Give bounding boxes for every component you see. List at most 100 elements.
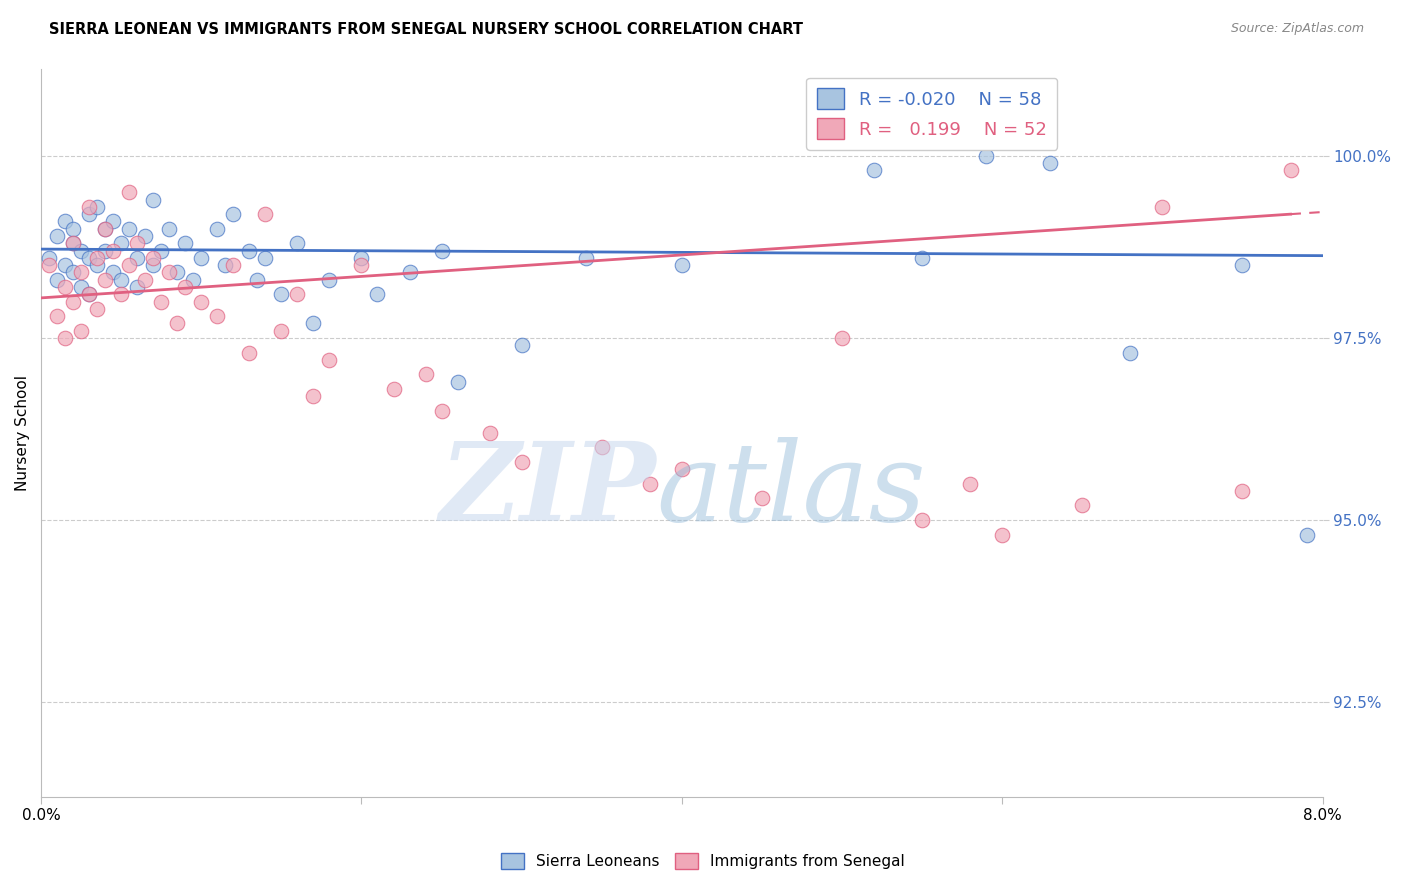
Y-axis label: Nursery School: Nursery School [15,375,30,491]
Point [510,338,533,352]
Point [302,317,325,331]
Point [46,309,69,323]
Point [142,258,165,272]
Point [53,214,76,228]
Point [190,294,212,309]
Point [127,236,149,251]
Point [1071,499,1094,513]
Point [77,287,100,301]
Point [1232,483,1254,498]
Point [991,527,1014,541]
Point [127,280,149,294]
Point [446,375,468,389]
Point [94,273,117,287]
Point [254,207,277,221]
Point [118,258,141,272]
Point [382,382,405,396]
Point [246,273,269,287]
Point [53,280,76,294]
Point [270,324,292,338]
Point [103,265,125,279]
Point [510,455,533,469]
Point [350,258,373,272]
Point [94,221,117,235]
Point [103,244,125,258]
Point [166,265,188,279]
Point [110,287,132,301]
Point [318,273,340,287]
Point [254,251,277,265]
Point [38,251,60,265]
Point [77,200,100,214]
Text: Source: ZipAtlas.com: Source: ZipAtlas.com [1230,22,1364,36]
Point [398,265,420,279]
Point [863,163,886,178]
Point [671,258,693,272]
Point [1152,200,1174,214]
Text: SIERRA LEONEAN VS IMMIGRANTS FROM SENEGAL NURSERY SCHOOL CORRELATION CHART: SIERRA LEONEAN VS IMMIGRANTS FROM SENEGA… [49,22,803,37]
Point [118,221,141,235]
Point [62,221,84,235]
Point [157,221,180,235]
Point [118,186,141,200]
Point [415,368,437,382]
Point [270,287,292,301]
Legend: R = -0.020    N = 58, R =   0.199    N = 52: R = -0.020 N = 58, R = 0.199 N = 52 [806,78,1057,150]
Point [110,236,132,251]
Point [238,345,260,359]
Point [1119,345,1142,359]
Point [974,149,997,163]
Point [142,251,165,265]
Point [94,221,117,235]
Point [1279,163,1302,178]
Point [77,251,100,265]
Point [207,309,229,323]
Point [166,317,188,331]
Point [1039,156,1062,170]
Point [86,258,108,272]
Point [150,244,173,258]
Point [142,193,165,207]
Point [1295,527,1317,541]
Point [238,244,260,258]
Point [959,476,981,491]
Point [157,265,180,279]
Point [110,273,132,287]
Point [150,294,173,309]
Point [77,207,100,221]
Point [181,273,204,287]
Point [77,287,100,301]
Point [134,229,156,244]
Point [174,280,197,294]
Point [86,251,108,265]
Point [38,258,60,272]
Text: ZIP: ZIP [440,437,657,545]
Point [287,236,309,251]
Point [62,236,84,251]
Point [207,221,229,235]
Point [222,258,245,272]
Point [46,229,69,244]
Point [1232,258,1254,272]
Point [86,200,108,214]
Point [911,513,934,527]
Point [302,389,325,403]
Point [911,251,934,265]
Point [478,425,501,440]
Point [70,324,93,338]
Point [751,491,773,505]
Point [430,244,453,258]
Point [86,301,108,316]
Point [366,287,388,301]
Point [430,403,453,417]
Point [70,265,93,279]
Point [62,236,84,251]
Point [46,273,69,287]
Point [62,265,84,279]
Point [222,207,245,221]
Point [70,280,93,294]
Point [671,462,693,476]
Point [214,258,236,272]
Point [190,251,212,265]
Point [94,244,117,258]
